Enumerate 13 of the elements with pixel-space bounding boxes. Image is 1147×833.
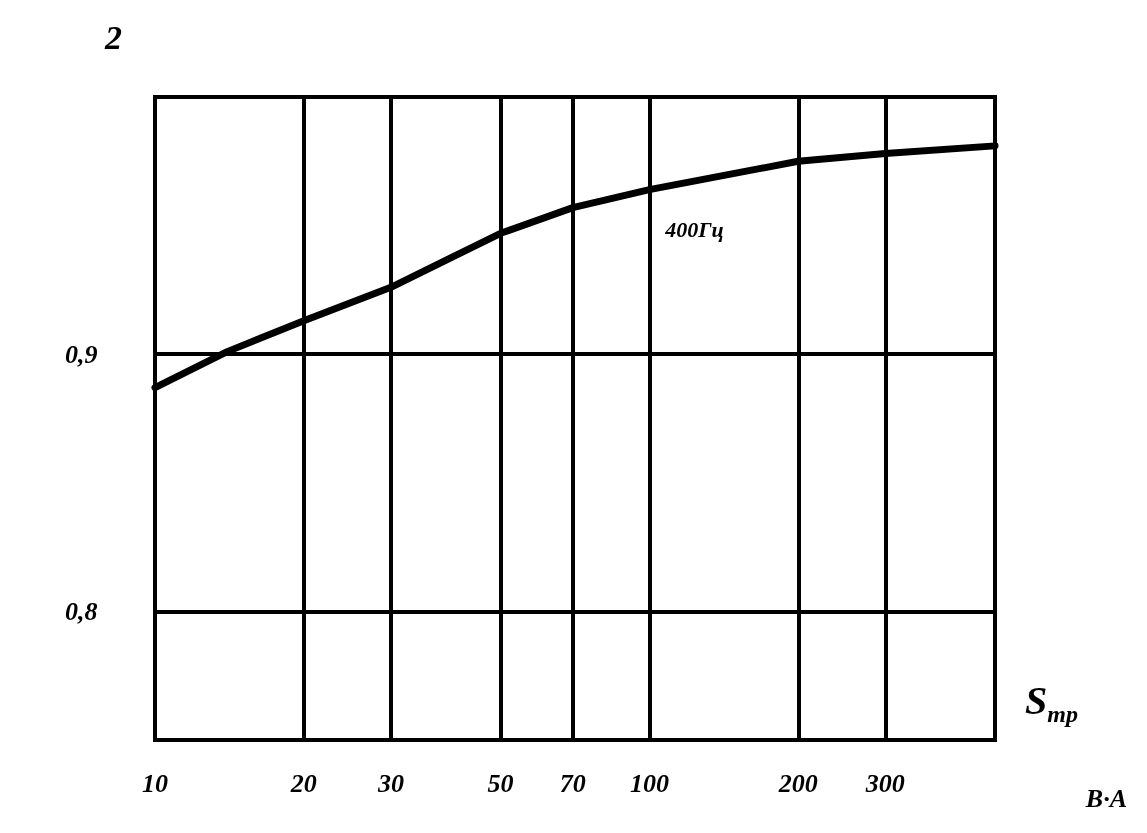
x-tick-label: 300 xyxy=(864,768,905,798)
x-tick-label: 30 xyxy=(376,768,404,798)
x-tick-label: 50 xyxy=(487,768,514,798)
x-tick-label: 20 xyxy=(289,768,317,798)
x-tick-label: 200 xyxy=(777,768,818,798)
x-tick-label: 10 xyxy=(142,768,168,798)
chart-title: 2 xyxy=(104,18,122,56)
y-tick-label: 0,9 xyxy=(65,339,98,369)
text: В·А xyxy=(1084,783,1127,813)
x-tick-label: 100 xyxy=(629,768,669,798)
series-label: 400Гц xyxy=(664,217,724,243)
x-tick-label: 70 xyxy=(559,768,586,798)
y-tick-label: 0,8 xyxy=(65,596,98,626)
